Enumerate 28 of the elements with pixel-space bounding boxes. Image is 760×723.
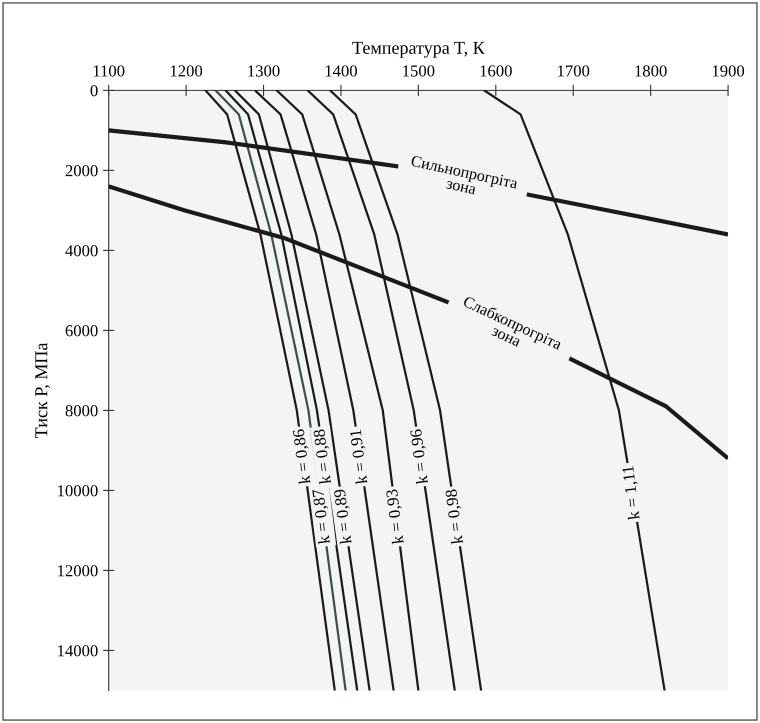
annotation: k = 0,88 [312, 428, 334, 484]
x-tick-label: 1900 [712, 65, 744, 77]
y-tick-label: 2000 [66, 165, 98, 176]
y-tick-label: 4000 [65, 245, 98, 256]
y-tick-label: 0 [90, 85, 98, 96]
y-tick-label: 10000 [58, 485, 98, 496]
y-tick-label: 14000 [58, 645, 98, 656]
x-tick-label: 1300 [248, 65, 280, 77]
annotation: k = 0,98 [444, 488, 466, 544]
y-tick-label: 6000 [66, 325, 98, 336]
x-tick-label: 1200 [170, 65, 202, 77]
annotation: k = 1,11 [622, 466, 642, 520]
x-tick-label: 1600 [480, 65, 512, 77]
annotation: k = 0,86 [292, 428, 313, 484]
x-tick-label: 1500 [403, 65, 434, 77]
y-tick-label: 12000 [58, 565, 98, 576]
x-axis-title: Температура T, К [352, 42, 485, 58]
annotation: k = 0,96 [410, 428, 430, 484]
y-tick-label: 8000 [66, 405, 98, 416]
x-tick-label: 1700 [558, 65, 590, 77]
annotation: k = 0,89 [333, 488, 354, 544]
annotation: k = 0,91 [349, 429, 370, 484]
x-tick-label: 1800 [635, 65, 667, 77]
annotation: k = 0,87 [312, 488, 332, 544]
y-axis-title: Тиск P, МПа [35, 342, 50, 438]
x-tick-label: 1100 [94, 65, 124, 77]
annotation: k = 0,93 [385, 488, 406, 544]
x-tick-label: 1400 [326, 65, 357, 77]
